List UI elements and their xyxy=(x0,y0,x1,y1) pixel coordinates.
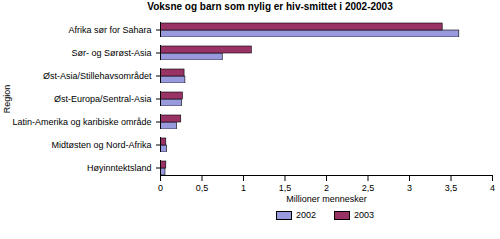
svg-text:Høyinntektsland: Høyinntektsland xyxy=(87,163,152,173)
html-text:2002: 2002 xyxy=(296,209,316,220)
svg-text:3: 3 xyxy=(407,183,412,193)
svg-text:Region: Region xyxy=(2,85,12,114)
svg-text:1,5: 1,5 xyxy=(279,183,292,193)
html-text:Voksne og barn som nylig er hi: Voksne og barn som nylig er hiv-smittet … xyxy=(147,1,393,12)
svg-text:Øst-Europa/Sentral-Asia: Øst-Europa/Sentral-Asia xyxy=(54,94,152,104)
html-text:2003: 2003 xyxy=(354,209,374,220)
svg-text:Latin-Amerika og karibiske omr: Latin-Amerika og karibiske område xyxy=(12,117,151,127)
svg-text:Øst-Asia/Stillehavsområdet: Øst-Asia/Stillehavsområdet xyxy=(43,71,152,81)
svg-text:Sør- og Sørøst-Asia: Sør- og Sørøst-Asia xyxy=(71,48,151,58)
svg-text:2: 2 xyxy=(324,183,329,193)
svg-text:Afrika sør for Sahara: Afrika sør for Sahara xyxy=(68,25,151,35)
svg-text:4: 4 xyxy=(490,183,495,193)
svg-text:Millioner mennesker: Millioner mennesker xyxy=(286,194,367,204)
svg-text:0,5: 0,5 xyxy=(196,183,209,193)
svg-text:1: 1 xyxy=(241,183,246,193)
svg-text:3,5: 3,5 xyxy=(445,183,458,193)
svg-text:2,5: 2,5 xyxy=(362,183,375,193)
svg-text:0: 0 xyxy=(158,183,163,193)
svg-text:Midtøsten og Nord-Afrika: Midtøsten og Nord-Afrika xyxy=(51,140,151,150)
